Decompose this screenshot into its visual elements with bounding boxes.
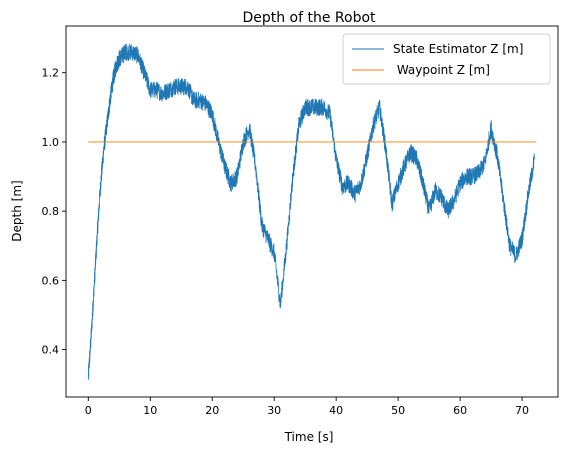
y-tick-label: 1.2 xyxy=(42,67,60,80)
series-layer xyxy=(87,43,537,380)
y-tick-label: 1.0 xyxy=(42,136,60,149)
x-tick-label: 10 xyxy=(143,404,157,417)
series-state-estimator-line xyxy=(87,43,535,380)
legend: State Estimator Z [m] Waypoint Z [m] xyxy=(342,33,551,85)
legend-box xyxy=(342,33,551,85)
x-tick-label: 0 xyxy=(85,404,92,417)
legend-label-waypoint: Waypoint Z [m] xyxy=(393,63,490,77)
x-tick-label: 40 xyxy=(329,404,343,417)
chart-title: Depth of the Robot xyxy=(242,10,376,26)
x-tick-label: 70 xyxy=(515,404,529,417)
x-tick-label: 60 xyxy=(453,404,467,417)
y-tick-label: 0.6 xyxy=(42,274,60,287)
x-axis-label: Time [s] xyxy=(284,430,334,444)
legend-label-state-estimator: State Estimator Z [m] xyxy=(393,42,523,56)
y-tick-label: 0.8 xyxy=(42,205,60,218)
y-axis-ticks: 0.4 0.6 0.8 1.0 1.2 xyxy=(42,67,66,357)
y-tick-label: 0.4 xyxy=(42,344,60,357)
x-tick-label: 30 xyxy=(267,404,281,417)
x-tick-label: 50 xyxy=(391,404,405,417)
y-axis-label: Depth [m] xyxy=(10,180,24,241)
x-tick-label: 20 xyxy=(205,404,219,417)
x-axis-ticks: 0 10 20 30 40 50 60 70 xyxy=(85,397,529,417)
